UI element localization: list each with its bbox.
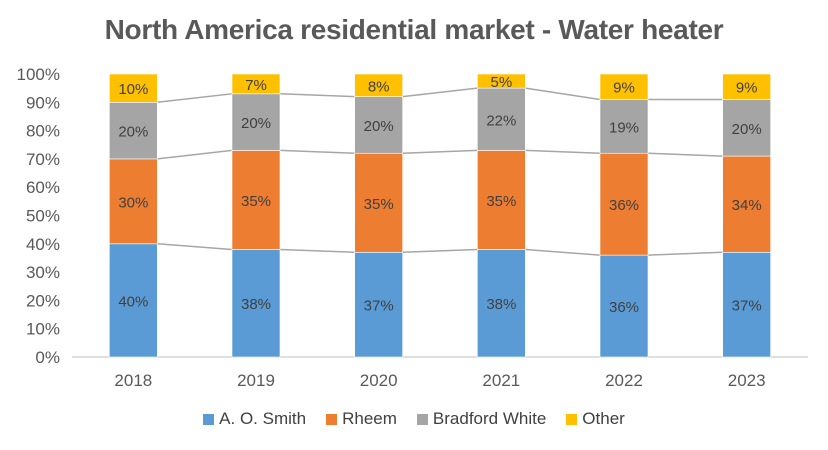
- bar-segment: [477, 249, 526, 358]
- series-line: [157, 243, 233, 251]
- bar-segment: [109, 73, 158, 103]
- legend-label: A. O. Smith: [219, 409, 307, 428]
- data-label: 8%: [368, 78, 390, 95]
- data-label: 37%: [732, 298, 762, 315]
- bar-segment: [354, 251, 403, 358]
- data-label: 20%: [732, 121, 762, 138]
- bar-segment: [354, 73, 403, 97]
- data-label: 20%: [364, 118, 394, 135]
- series-line: [157, 93, 233, 104]
- data-label: 38%: [486, 296, 516, 313]
- bar-segment: [354, 96, 403, 154]
- data-label: 7%: [245, 77, 267, 94]
- y-tick-label: 90%: [26, 93, 60, 112]
- data-label: 36%: [609, 197, 639, 214]
- series-line: [525, 248, 601, 256]
- legend-item: Rheem: [326, 409, 397, 429]
- bar-segment: [109, 158, 158, 245]
- legend-swatch: [566, 413, 578, 425]
- series-line: [525, 87, 601, 101]
- series-line: [279, 248, 355, 254]
- data-label: 9%: [736, 80, 758, 97]
- data-label: 30%: [118, 194, 148, 211]
- data-label: 10%: [118, 81, 148, 98]
- x-tick-label: 2021: [482, 371, 520, 390]
- chart-legend: A. O. Smith Rheem Bradford White Other: [0, 409, 828, 429]
- data-label: 20%: [241, 115, 271, 132]
- x-tick-label: 2020: [360, 371, 398, 390]
- y-tick-label: 30%: [26, 263, 60, 282]
- data-label: 22%: [486, 112, 516, 129]
- data-label: 34%: [732, 197, 762, 214]
- chart-title: North America residential market - Water…: [104, 14, 724, 45]
- series-line: [647, 251, 723, 256]
- y-tick-label: 50%: [26, 207, 60, 226]
- data-label: 36%: [609, 299, 639, 316]
- data-label: 37%: [364, 298, 394, 315]
- data-label: 38%: [241, 296, 271, 313]
- legend-swatch: [326, 413, 338, 425]
- data-label: 40%: [118, 293, 148, 310]
- legend-swatch: [416, 413, 428, 425]
- bar-segment: [599, 254, 649, 358]
- y-tick-label: 60%: [26, 178, 60, 197]
- x-tick-label: 2023: [728, 371, 766, 390]
- bar-segment: [722, 99, 771, 157]
- bar-segment: [354, 152, 403, 253]
- bar-segment: [599, 152, 649, 256]
- y-tick-label: 70%: [26, 150, 60, 169]
- x-tick-label: 2019: [237, 371, 275, 390]
- series-line: [402, 248, 478, 254]
- bar-segment: [477, 73, 526, 89]
- y-tick-label: 40%: [26, 235, 60, 254]
- data-label: 9%: [613, 80, 635, 97]
- bar-segment: [599, 99, 649, 154]
- data-label: 19%: [609, 119, 639, 136]
- series-line: [402, 149, 478, 154]
- bar-segment: [599, 73, 649, 100]
- data-label: 20%: [118, 124, 148, 141]
- legend-label: Rheem: [342, 409, 397, 428]
- bar-segment: [477, 87, 526, 151]
- x-tick-label: 2018: [114, 371, 152, 390]
- y-tick-label: 100%: [17, 65, 60, 84]
- y-tick-label: 10%: [26, 320, 60, 339]
- legend-swatch: [203, 413, 215, 425]
- bar-segment: [477, 150, 526, 250]
- data-label: 35%: [241, 193, 271, 210]
- y-tick-label: 20%: [26, 291, 60, 310]
- data-label: 35%: [486, 193, 516, 210]
- legend-item: Bradford White: [416, 409, 547, 429]
- series-line: [279, 93, 355, 98]
- y-tick-label: 0%: [35, 348, 60, 367]
- legend-item: Other: [566, 409, 625, 429]
- series-line: [525, 149, 601, 154]
- data-label: 5%: [490, 74, 512, 91]
- bar-segment: [231, 73, 281, 95]
- x-tick-label: 2022: [605, 371, 643, 390]
- bar-segment: [109, 243, 158, 358]
- data-label: 35%: [364, 196, 394, 213]
- series-line: [157, 149, 233, 160]
- series-line: [279, 149, 355, 154]
- y-tick-label: 80%: [26, 122, 60, 141]
- bar-segment: [722, 73, 771, 100]
- series-line: [647, 152, 723, 157]
- bar-segment: [722, 251, 771, 358]
- series-line: [402, 87, 478, 98]
- legend-label: Other: [582, 409, 625, 428]
- bar-segment: [231, 93, 281, 151]
- legend-item: A. O. Smith: [203, 409, 306, 429]
- bar-segment: [722, 155, 771, 253]
- legend-label: Bradford White: [432, 409, 547, 428]
